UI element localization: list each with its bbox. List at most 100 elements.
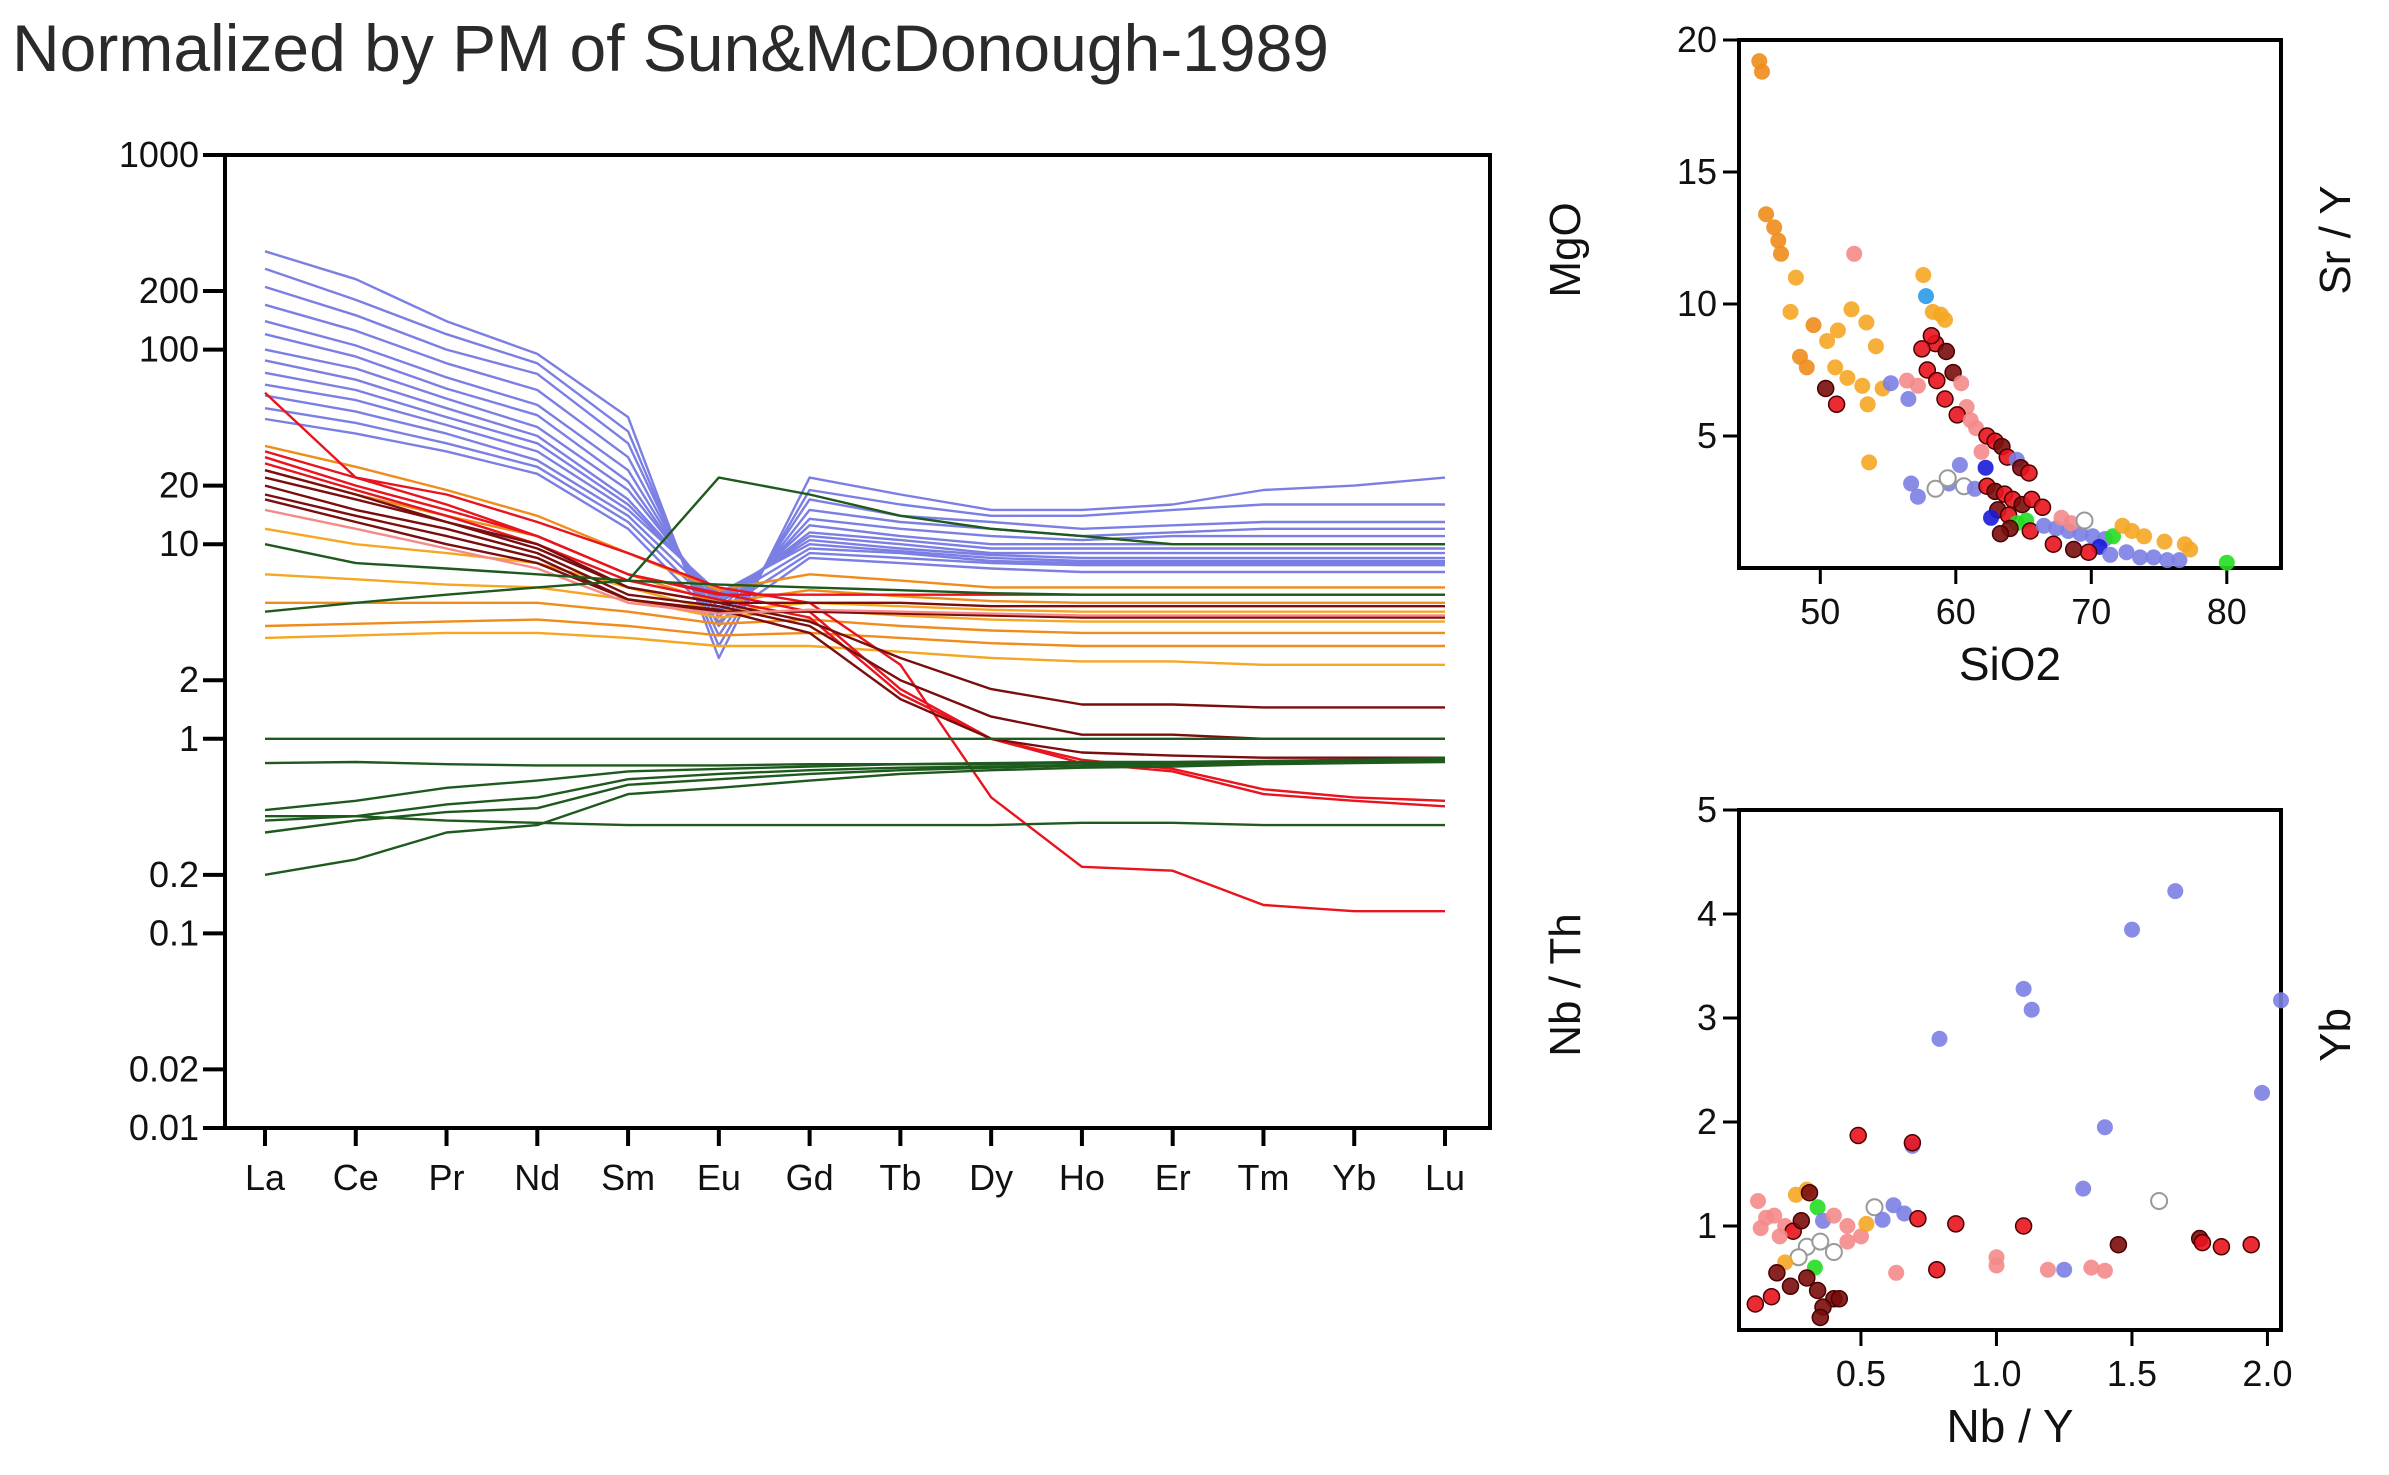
scatter-point bbox=[1937, 311, 1953, 328]
scatter-point bbox=[2145, 549, 2162, 566]
series-line bbox=[264, 756, 1446, 812]
scatter-point bbox=[1936, 390, 1954, 408]
yb-scatter: 0.5 1.0 1.5 2.0 1 2 3 4 5 Nb / Y bbox=[1697, 790, 2293, 1450]
scatter-point bbox=[1825, 1207, 1842, 1224]
y-tick-label: 5 bbox=[1697, 415, 1717, 456]
scatter-point bbox=[1827, 359, 1844, 376]
scatter-point bbox=[2242, 1235, 2260, 1254]
plot-frame bbox=[1737, 38, 2283, 570]
y-tick-label: 4 bbox=[1697, 893, 1717, 934]
series-line bbox=[264, 371, 1445, 598]
scatter-point bbox=[2109, 1235, 2128, 1254]
series-line bbox=[264, 469, 1445, 608]
series-line bbox=[264, 285, 1445, 637]
x-tick-label: 70 bbox=[2071, 591, 2111, 632]
y-tick-label: 0.2 bbox=[149, 854, 199, 895]
scatter-point bbox=[1988, 1257, 2005, 1274]
series-line bbox=[264, 508, 1445, 617]
scatter-point bbox=[2039, 1261, 2056, 1278]
series-line bbox=[264, 469, 1445, 604]
scatter-point bbox=[1819, 333, 1836, 349]
scatter-point bbox=[1766, 219, 1783, 236]
scatter-point bbox=[1909, 377, 1926, 394]
scatter-point bbox=[2132, 549, 2149, 566]
scatter-point bbox=[2021, 522, 2040, 540]
scatter-point bbox=[1770, 232, 1787, 249]
scatter-point bbox=[1951, 457, 1968, 473]
scatter-point bbox=[1953, 375, 1970, 392]
scatter-point bbox=[1781, 1277, 1800, 1296]
scatter-point bbox=[1937, 342, 1956, 361]
scatter-point bbox=[2075, 511, 2094, 530]
scatter-point bbox=[2035, 517, 2052, 534]
scatter-point bbox=[1792, 1212, 1811, 1230]
scatter-point bbox=[1896, 1205, 1913, 1222]
scatter-point bbox=[1782, 303, 1799, 320]
x-tick-label: Lu bbox=[1425, 1157, 1465, 1198]
scatter-point bbox=[1991, 524, 2010, 543]
y-tick-label: 5 bbox=[1697, 790, 1717, 830]
scatter-point bbox=[2159, 552, 2176, 569]
x-tick-label: Yb bbox=[1332, 1157, 1376, 1198]
scatter-point bbox=[1938, 469, 1957, 488]
scatter-point bbox=[2023, 1001, 2040, 1018]
series-line bbox=[264, 267, 1445, 648]
x-tick-label: Nd bbox=[514, 1157, 560, 1198]
x-tick-label: Ho bbox=[1059, 1157, 1105, 1198]
series-line bbox=[264, 618, 1445, 648]
series-line bbox=[264, 359, 1445, 601]
scatter-point bbox=[1773, 245, 1789, 262]
scatter-point bbox=[2033, 498, 2052, 517]
y-tick-label: 1 bbox=[1697, 1205, 1717, 1246]
scatter-point bbox=[2150, 1192, 2169, 1210]
series-line bbox=[264, 394, 1445, 604]
y-tick-label: 3 bbox=[1697, 997, 1717, 1038]
scatter-point bbox=[1915, 267, 1932, 283]
y-tick-label: 15 bbox=[1677, 151, 1717, 192]
y-tick-label: 2 bbox=[179, 659, 199, 700]
side-label-nb-th: Nb / Th bbox=[1541, 913, 1590, 1056]
scatter-point bbox=[1926, 479, 1945, 498]
scatter-point bbox=[1977, 459, 1994, 476]
y-tick-label: 0.02 bbox=[129, 1048, 199, 1089]
x-tick-label: 50 bbox=[1800, 591, 1840, 632]
y-tick-label: 0.1 bbox=[149, 912, 199, 953]
scatter-point bbox=[1931, 1030, 1948, 1047]
y-tick-label: 20 bbox=[1677, 20, 1717, 60]
scatter-point bbox=[1903, 1134, 1922, 1152]
y-tick-label: 20 bbox=[159, 465, 199, 506]
series-line bbox=[264, 476, 1445, 613]
scatter-point bbox=[2056, 1261, 2073, 1278]
scatter-point bbox=[1805, 317, 1822, 334]
spider-axes: 1000 200 100 20 10 2 1 0.2 0.1 0.02 0.01 La Ce Pr Nd Sm… bbox=[119, 134, 1465, 1198]
x-tick-label: Tb bbox=[879, 1157, 921, 1198]
scatter-point bbox=[1811, 1232, 1830, 1251]
scatter-point bbox=[1846, 245, 1863, 262]
scatter-point bbox=[1858, 314, 1875, 331]
scatter-point bbox=[1858, 1215, 1875, 1232]
scatter-point bbox=[1827, 395, 1846, 414]
plot-frame bbox=[1737, 808, 2283, 1332]
scatter-point bbox=[1762, 1287, 1781, 1306]
scatter-point bbox=[1754, 63, 1770, 80]
y-tick-label: 2 bbox=[1697, 1101, 1717, 1142]
scatter-point bbox=[2124, 921, 2140, 938]
scatter-point bbox=[1922, 326, 1941, 345]
spider-series bbox=[264, 250, 1446, 913]
yb-points bbox=[1746, 883, 2289, 1327]
series-line bbox=[264, 407, 1445, 613]
x-tick-label: Sm bbox=[601, 1157, 655, 1198]
sr-y-axes: 50 60 70 80 5 10 15 20 SiO2 bbox=[1677, 20, 2283, 690]
scatter-point bbox=[1874, 1211, 1891, 1228]
scatter-point bbox=[2156, 533, 2173, 550]
series-line bbox=[264, 759, 1446, 834]
chart-title: Normalized by PM of Sun&McDonough-1989 bbox=[12, 11, 1330, 85]
scatter-point bbox=[2096, 1262, 2113, 1279]
series-line bbox=[264, 303, 1445, 628]
scatter-point bbox=[1947, 1215, 1965, 1233]
y-tick-label: 10 bbox=[159, 523, 199, 564]
scatter-point bbox=[1829, 322, 1846, 339]
scatter-point bbox=[1909, 1209, 1927, 1228]
scatter-point bbox=[1839, 1233, 1856, 1250]
scatter-point bbox=[2072, 525, 2089, 542]
